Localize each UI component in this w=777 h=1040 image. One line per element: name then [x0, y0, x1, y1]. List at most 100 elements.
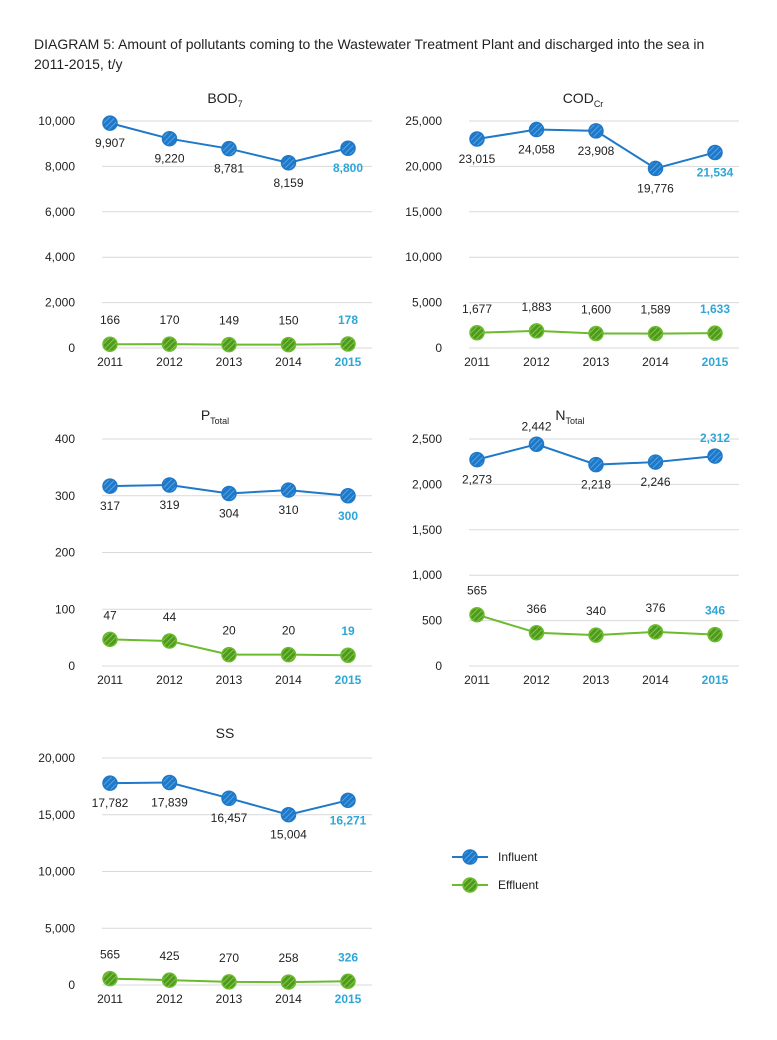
chart-3: PTotal 0 100 200 300 400 2011 2012 2013 2014 2015 3… [55, 407, 372, 687]
x-tick-label: 2012 [156, 673, 183, 687]
data-point-influent [340, 488, 356, 504]
y-tick-label: 0 [68, 978, 75, 992]
data-point-effluent [161, 972, 178, 988]
data-point-influent [280, 806, 297, 823]
data-label-effluent: 170 [159, 313, 179, 327]
data-point-effluent [102, 336, 118, 352]
data-point-influent [469, 451, 485, 468]
data-label-influent: 16,457 [211, 811, 248, 825]
chart-title: PTotal [201, 407, 229, 426]
data-label-effluent: 44 [163, 610, 177, 624]
y-tick-label: 25,000 [405, 114, 442, 128]
x-tick-label: 2015 [702, 673, 729, 687]
y-tick-label: 1,500 [412, 523, 442, 537]
y-tick-label: 2,000 [412, 477, 442, 491]
chart-5: SS 0 5,000 10,000 15,000 20,000 2011 2012 2013 20… [38, 725, 372, 1006]
data-point-effluent [221, 646, 237, 663]
data-label-effluent: 376 [645, 601, 665, 615]
y-tick-label: 300 [55, 489, 75, 503]
data-point-influent [221, 485, 237, 502]
chart-legend: Influent Effluent [452, 849, 539, 893]
data-point-influent [102, 478, 118, 494]
data-point-influent [280, 482, 297, 498]
x-tick-label: 2013 [216, 355, 243, 369]
data-label-influent: 23,015 [459, 152, 496, 166]
data-point-influent [528, 121, 545, 138]
data-label-effluent: 1,633 [700, 302, 730, 316]
x-tick-label: 2013 [583, 355, 610, 369]
legend-label-influent: Influent [498, 850, 538, 864]
data-label-effluent: 1,600 [581, 302, 611, 316]
data-point-influent [280, 155, 297, 171]
data-label-effluent: 565 [100, 948, 120, 962]
y-tick-label: 20,000 [38, 751, 75, 765]
x-tick-label: 2011 [464, 355, 490, 369]
x-tick-label: 2012 [523, 355, 550, 369]
data-label-effluent: 166 [100, 313, 120, 327]
data-label-effluent: 565 [467, 584, 487, 598]
x-tick-label: 2015 [702, 355, 729, 369]
data-point-effluent [469, 606, 485, 623]
data-label-effluent: 346 [705, 604, 725, 618]
data-label-effluent: 1,589 [640, 303, 670, 317]
y-tick-label: 4,000 [45, 250, 75, 264]
data-point-effluent [221, 974, 237, 990]
data-point-effluent [280, 336, 297, 353]
chart-1: BOD7 0 2,000 4,000 6,000 8,000 10,000 2011 2012 2… [38, 90, 372, 369]
data-point-effluent [340, 647, 356, 663]
data-label-effluent: 326 [338, 950, 358, 964]
y-tick-label: 500 [422, 614, 442, 628]
y-tick-label: 2,500 [412, 432, 442, 446]
x-tick-label: 2015 [335, 673, 362, 687]
data-point-influent [161, 774, 178, 791]
data-label-effluent: 1,677 [462, 302, 492, 316]
data-label-influent: 24,058 [518, 143, 555, 157]
data-point-effluent [340, 973, 356, 990]
x-tick-label: 2012 [523, 673, 550, 687]
data-point-effluent [707, 626, 723, 643]
data-label-effluent: 178 [338, 313, 358, 327]
data-label-influent: 8,800 [333, 161, 363, 175]
data-label-influent: 19,776 [637, 181, 674, 195]
data-point-effluent [221, 336, 237, 353]
y-tick-label: 0 [68, 341, 75, 355]
data-label-influent: 9,220 [154, 152, 184, 166]
chart-4: NTotal 0 500 1,000 1,500 2,000 2,500 2011 2012 20… [412, 407, 739, 687]
data-label-influent: 15,004 [270, 828, 307, 842]
data-label-influent: 304 [219, 506, 239, 520]
data-point-influent [340, 792, 356, 809]
data-label-effluent: 425 [159, 949, 179, 963]
chart-title: NTotal [555, 407, 584, 426]
data-point-influent [221, 790, 237, 806]
x-tick-label: 2011 [97, 673, 123, 687]
data-point-effluent [647, 325, 664, 342]
x-tick-label: 2015 [335, 992, 362, 1006]
data-point-effluent [340, 336, 356, 352]
y-tick-label: 0 [435, 659, 442, 673]
y-tick-label: 15,000 [38, 808, 75, 822]
y-tick-label: 100 [55, 602, 75, 616]
data-label-influent: 2,218 [581, 478, 611, 492]
data-label-effluent: 270 [219, 951, 239, 965]
x-tick-label: 2011 [464, 673, 490, 687]
y-tick-label: 200 [55, 546, 75, 560]
chart-title: CODCr [563, 90, 604, 109]
chart-title: SS [216, 725, 235, 741]
chart-2: CODCr 0 5,000 10,000 15,000 20,000 25,000 2011 2… [405, 90, 739, 369]
data-point-influent [707, 144, 723, 161]
x-tick-label: 2011 [97, 355, 123, 369]
y-tick-label: 5,000 [45, 921, 75, 935]
data-label-influent: 2,273 [462, 473, 492, 487]
data-point-effluent [102, 631, 118, 648]
data-point-influent [102, 115, 118, 131]
data-label-effluent: 20 [222, 624, 236, 638]
data-label-influent: 319 [159, 498, 179, 512]
x-tick-label: 2011 [97, 992, 123, 1006]
data-point-effluent [161, 336, 178, 352]
data-point-influent [161, 477, 178, 493]
y-tick-label: 10,000 [405, 250, 442, 264]
y-tick-label: 15,000 [405, 205, 442, 219]
data-point-effluent [528, 625, 545, 641]
data-point-influent [647, 454, 664, 470]
